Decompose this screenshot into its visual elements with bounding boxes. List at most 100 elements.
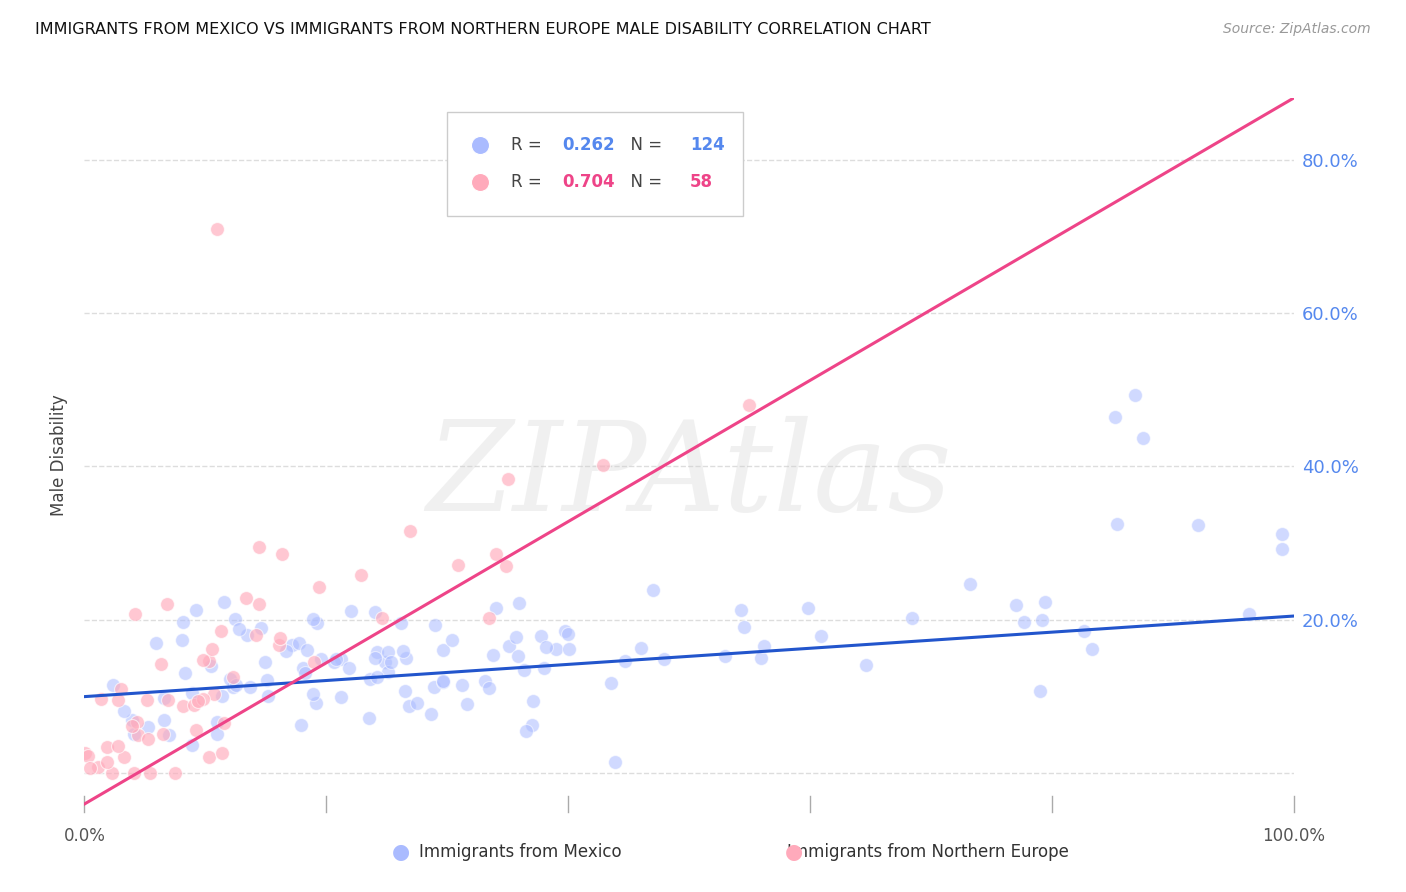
Point: [522, 693, 544, 707]
Point: [432, 643, 454, 657]
Point: [1005, 598, 1028, 612]
Point: [253, 655, 276, 669]
Point: [257, 690, 280, 704]
Point: [714, 648, 737, 663]
Point: [498, 639, 520, 653]
Point: [600, 676, 623, 690]
Point: [420, 706, 443, 721]
Point: [294, 666, 316, 681]
Point: [200, 659, 222, 673]
Point: [1271, 527, 1294, 541]
Point: [212, 716, 235, 731]
Point: [276, 643, 298, 657]
Point: [172, 615, 194, 630]
Point: [752, 639, 775, 653]
Point: [474, 673, 496, 688]
Point: [482, 648, 505, 662]
Point: [211, 689, 233, 703]
Text: 0.0%: 0.0%: [63, 827, 105, 845]
Text: IMMIGRANTS FROM MEXICO VS IMMIGRANTS FROM NORTHERN EUROPE MALE DISABILITY CORREL: IMMIGRANTS FROM MEXICO VS IMMIGRANTS FRO…: [35, 22, 931, 37]
Text: 58: 58: [690, 173, 713, 191]
Point: [330, 651, 353, 665]
Point: [121, 713, 143, 727]
Point: [301, 687, 323, 701]
Text: 124: 124: [690, 136, 725, 153]
Point: [245, 628, 267, 642]
Point: [181, 686, 204, 700]
Point: [366, 645, 388, 659]
Point: [138, 732, 160, 747]
Point: [485, 547, 508, 561]
Point: [425, 618, 447, 632]
Text: R =: R =: [512, 136, 547, 153]
Point: [652, 652, 675, 666]
Point: [478, 611, 501, 625]
Point: [733, 620, 755, 634]
Point: [236, 628, 259, 642]
Point: [110, 681, 132, 696]
Point: [432, 674, 454, 689]
Point: [173, 665, 195, 680]
Point: [107, 739, 129, 753]
Point: [291, 661, 314, 675]
Point: [256, 673, 278, 687]
Text: Immigrants from Mexico: Immigrants from Mexico: [419, 843, 621, 861]
Point: [614, 654, 637, 668]
Point: [212, 595, 235, 609]
Point: [423, 680, 446, 694]
Point: [394, 684, 416, 698]
Point: [1123, 388, 1146, 402]
Point: [156, 597, 179, 611]
Point: [498, 472, 520, 486]
Point: [153, 690, 176, 705]
Point: [478, 681, 501, 696]
Point: [205, 715, 228, 730]
Point: [350, 568, 373, 582]
Point: [224, 612, 246, 626]
Point: [302, 612, 325, 626]
Point: [205, 727, 228, 741]
Text: 0.704: 0.704: [562, 173, 614, 191]
Point: [364, 651, 387, 665]
Point: [738, 398, 761, 412]
Point: [308, 580, 330, 594]
Point: [530, 629, 553, 643]
Text: ZIPAtlas: ZIPAtlas: [426, 416, 952, 537]
Point: [96, 739, 118, 754]
Point: [505, 631, 527, 645]
Point: [107, 693, 129, 707]
Point: [359, 672, 381, 686]
Point: [1031, 614, 1053, 628]
Point: [309, 651, 332, 665]
Point: [364, 605, 387, 619]
Point: [184, 603, 207, 617]
Text: N =: N =: [620, 173, 668, 191]
Point: [432, 674, 454, 689]
Point: [90, 691, 112, 706]
Point: [395, 651, 418, 665]
Point: [322, 655, 344, 669]
Point: [172, 699, 194, 714]
Text: Source: ZipAtlas.com: Source: ZipAtlas.com: [1223, 22, 1371, 37]
Point: [145, 636, 167, 650]
Point: [630, 640, 652, 655]
Point: [1073, 624, 1095, 639]
Point: [270, 548, 292, 562]
Point: [112, 750, 135, 764]
Point: [797, 600, 820, 615]
Text: N =: N =: [620, 136, 668, 153]
Point: [135, 693, 157, 707]
Point: [1237, 607, 1260, 621]
Point: [73, 747, 96, 761]
Point: [187, 694, 209, 708]
Point: [157, 693, 180, 707]
Point: [184, 723, 207, 738]
Text: 0.262: 0.262: [562, 136, 614, 153]
Point: [325, 651, 347, 665]
Point: [127, 728, 149, 742]
Point: [1033, 595, 1056, 609]
Point: [508, 596, 530, 610]
Point: [392, 644, 415, 658]
Point: [153, 713, 176, 727]
Point: [101, 678, 124, 692]
